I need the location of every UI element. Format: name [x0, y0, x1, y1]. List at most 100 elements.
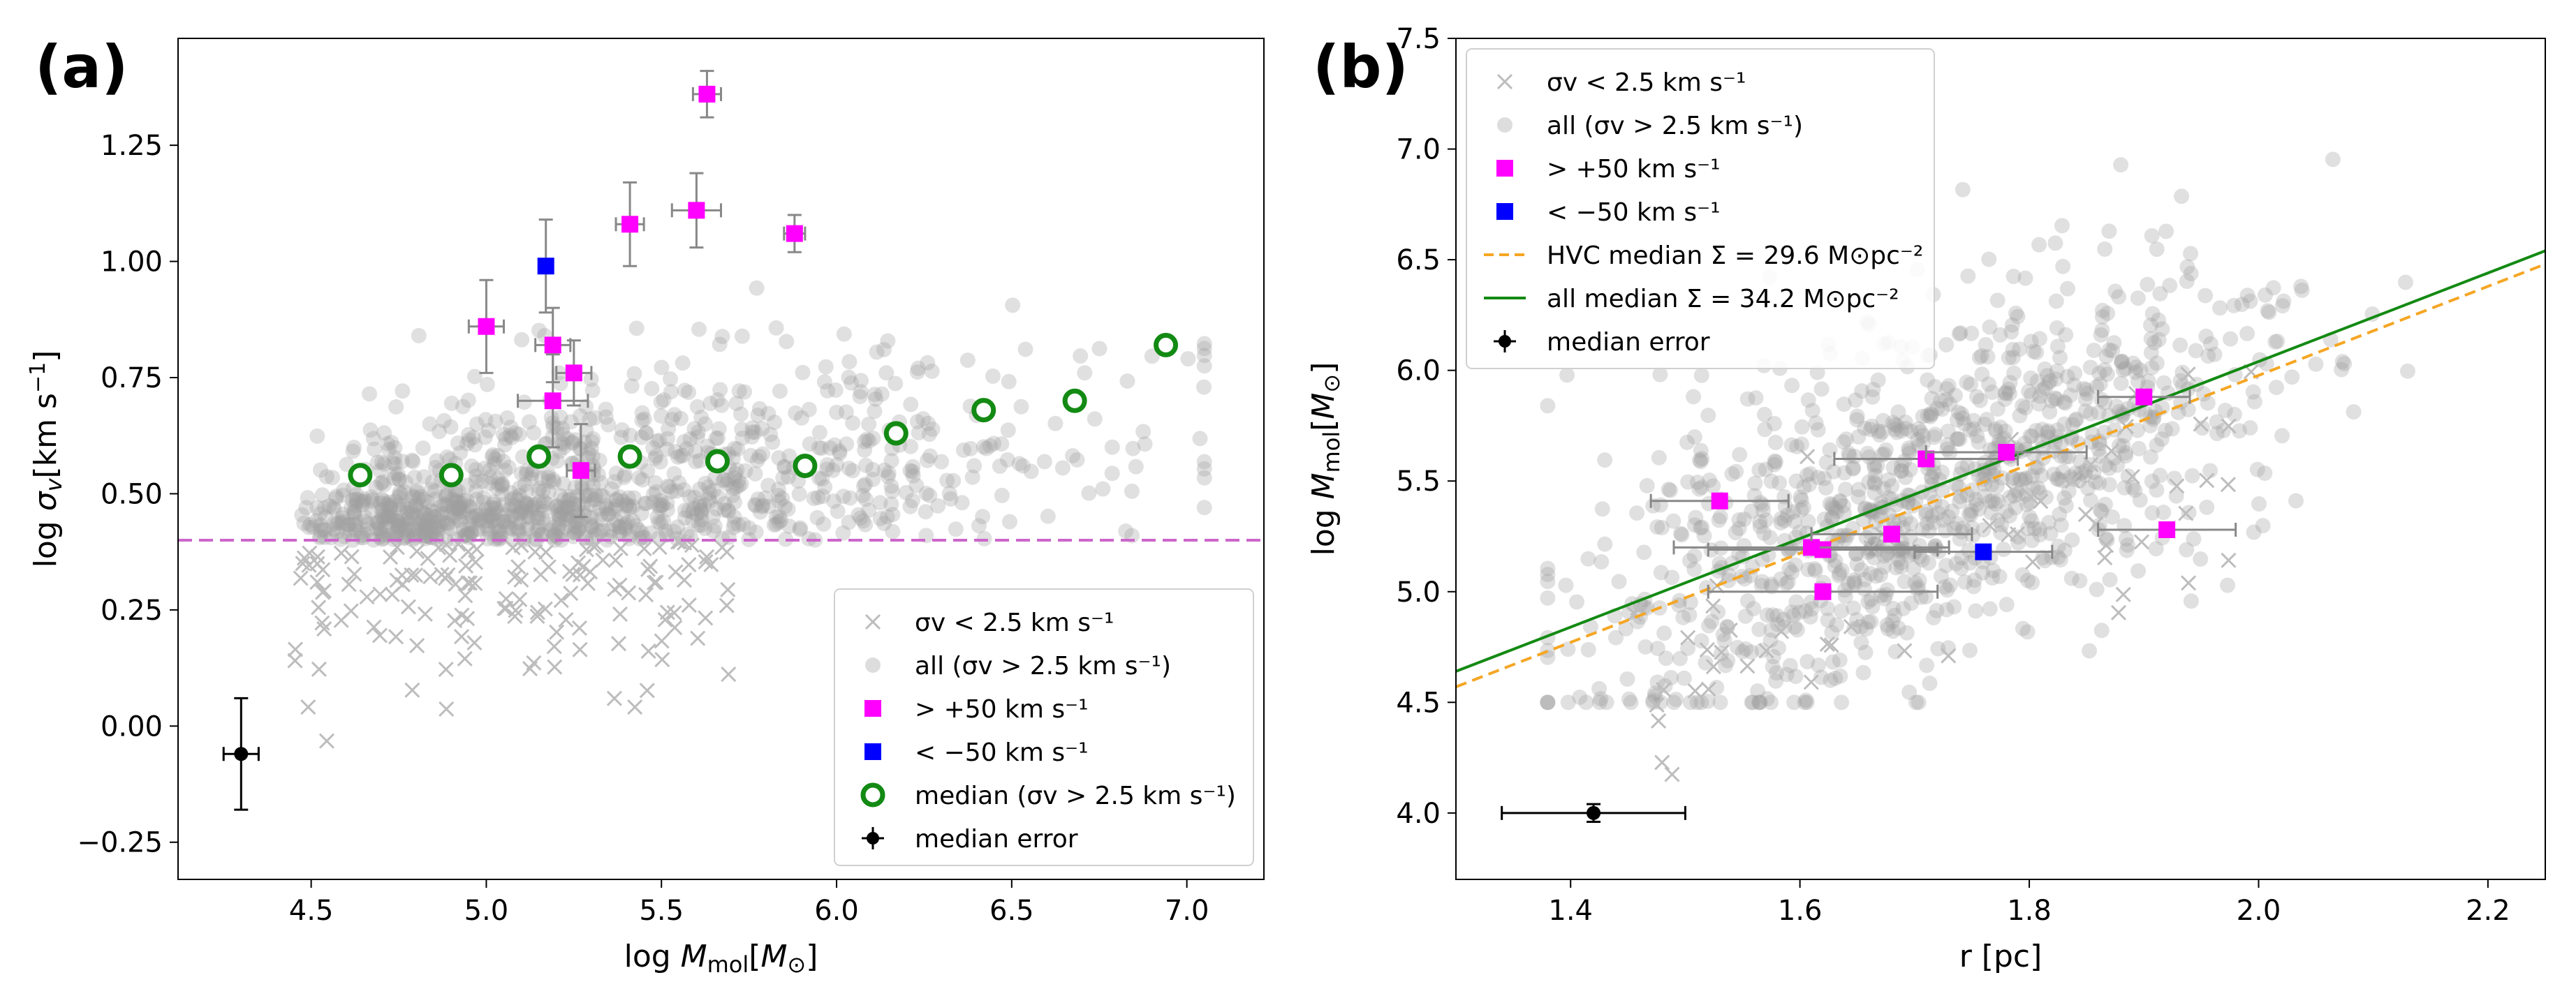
all-point	[816, 374, 832, 390]
all-point	[1748, 390, 1764, 406]
all-point	[1832, 493, 1848, 509]
all-point	[1968, 389, 1985, 405]
all-point	[578, 422, 594, 438]
y-tick-label: 5.5	[1396, 466, 1441, 498]
all-point	[557, 502, 573, 518]
all-point	[2022, 509, 2038, 525]
all-point	[494, 478, 510, 494]
all-point	[1656, 625, 1672, 641]
all-point	[1953, 560, 1969, 576]
all-point	[487, 413, 503, 429]
low-dispersion-point-stroke	[467, 575, 483, 591]
all-point	[431, 424, 447, 440]
all-point	[2231, 423, 2247, 439]
all-point	[716, 496, 733, 512]
all-point	[1054, 460, 1070, 476]
all-point	[510, 524, 527, 540]
all-point	[1738, 641, 1754, 657]
all-point	[305, 519, 321, 535]
all-point	[638, 425, 654, 441]
all-point	[1799, 694, 1815, 711]
all-point	[2004, 317, 2020, 333]
low-dispersion-point-stroke	[1803, 674, 1819, 690]
all-point	[440, 486, 456, 502]
all-point	[1897, 453, 1913, 469]
panel-b-y-ticks: 4.04.55.05.56.06.57.07.5	[1396, 23, 1456, 830]
all-point	[535, 510, 551, 526]
all-point	[388, 399, 404, 415]
all-point	[507, 490, 523, 506]
low-dispersion-point	[681, 557, 697, 573]
all-point	[2172, 337, 2188, 353]
all-point	[2029, 373, 2045, 389]
low-dispersion-point-stroke	[546, 639, 562, 655]
all-point	[1983, 505, 1999, 521]
all-point	[1866, 456, 1882, 473]
all-point	[1854, 383, 1870, 399]
all-point	[835, 489, 851, 505]
all-point	[550, 506, 566, 522]
all-point	[380, 436, 396, 452]
all-point	[617, 467, 633, 483]
all-point	[2076, 380, 2092, 396]
all-point	[1980, 349, 1996, 365]
all-point	[684, 513, 700, 529]
all-point	[751, 401, 767, 417]
all-point	[553, 434, 569, 450]
all-point	[1689, 474, 1705, 490]
all-point	[2037, 361, 2053, 377]
all-point	[481, 509, 497, 526]
all-point	[389, 512, 405, 528]
low-dispersion-point-stroke	[657, 611, 673, 627]
all-point	[1737, 608, 1753, 624]
all-point	[2096, 362, 2112, 378]
all-point	[469, 521, 485, 537]
all-point	[1986, 467, 2002, 483]
all-point	[1816, 511, 1832, 527]
all-point	[638, 425, 654, 441]
all-point	[1938, 602, 1955, 618]
all-point	[425, 525, 441, 541]
all-point	[536, 483, 552, 499]
all-point	[865, 471, 881, 487]
all-point	[1808, 415, 1824, 431]
low-dispersion-point-stroke	[457, 588, 473, 604]
low-dispersion-point	[314, 584, 331, 600]
all-point	[693, 503, 709, 519]
low-dispersion-point	[676, 572, 693, 588]
all-point	[1920, 555, 1936, 571]
low-dispersion-point	[389, 540, 405, 556]
all-point	[1998, 385, 2014, 401]
all-point	[530, 522, 546, 538]
all-point	[1786, 694, 1802, 711]
all-point	[2057, 395, 2073, 411]
all-point	[726, 516, 742, 532]
all-point	[728, 479, 744, 496]
legend-label: all median Σ = 34.2 M⊙pc⁻²	[1547, 285, 1899, 313]
low-dispersion-point-stroke	[565, 566, 581, 582]
all-point	[490, 470, 506, 486]
all-point	[563, 414, 579, 430]
all-point	[2127, 482, 2143, 498]
all-point	[994, 436, 1010, 452]
all-point	[700, 438, 716, 454]
all-point	[1893, 559, 1909, 575]
all-point	[2066, 377, 2082, 393]
all-median-line	[1455, 249, 2546, 673]
all-point	[2005, 470, 2021, 486]
low-dispersion-point-stroke	[1656, 682, 1672, 698]
all-point	[654, 359, 670, 375]
all-point	[1751, 462, 1767, 478]
all-point	[1902, 529, 1918, 545]
low-dispersion-point-stroke	[681, 557, 697, 573]
all-point	[992, 458, 1008, 474]
all-point	[1992, 569, 2008, 585]
all-point	[714, 397, 730, 413]
all-point	[1846, 600, 1862, 616]
all-point	[452, 504, 468, 520]
all-point	[2179, 273, 2195, 289]
low-dispersion-point-stroke	[462, 575, 478, 591]
all-point	[776, 459, 792, 475]
median-error-point	[234, 747, 249, 761]
all-point	[520, 517, 536, 533]
